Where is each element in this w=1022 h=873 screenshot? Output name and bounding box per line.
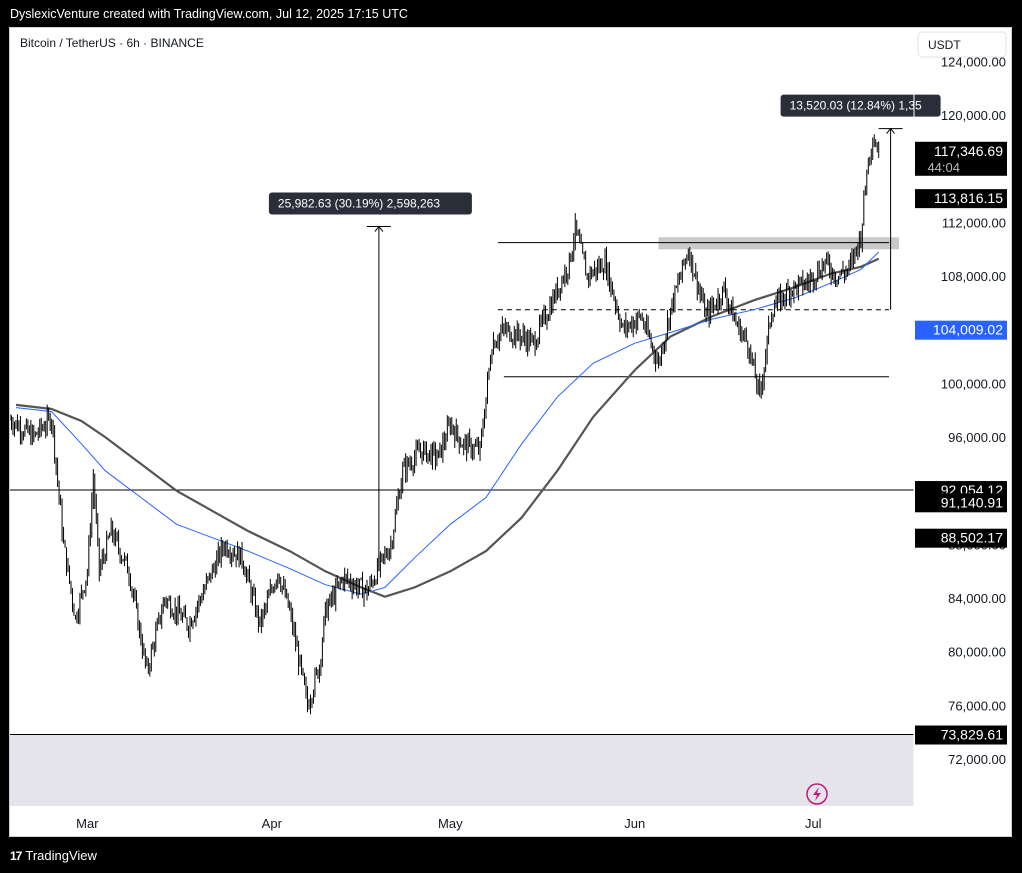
chart-attribution: DyslexicVenture created with TradingView… (10, 7, 408, 21)
ma-fast-line (15, 251, 880, 595)
y-tick-label: 80,000.00 (948, 645, 1006, 660)
measure-box-1 (780, 94, 941, 117)
x-tick-label: Jun (624, 816, 645, 831)
currency-button-label: USDT (928, 38, 961, 52)
y-tick-label: 124,000.00 (941, 55, 1006, 70)
symbol-title: Bitcoin / TetherUS · 6h · BINANCE (20, 36, 204, 50)
y-tick-label: 72,000.00 (948, 752, 1006, 767)
x-tick-label: Apr (262, 816, 283, 831)
price-badge-label: 113,816.15 (934, 190, 1003, 206)
price-badge-level (915, 493, 1007, 513)
y-tick-label: 84,000.00 (948, 591, 1006, 606)
price-badge-label: 73,829.61 (941, 727, 1003, 743)
lower-range-zone (10, 734, 914, 806)
price-badge-countdown: 44:04 (927, 160, 960, 175)
lightning-icon (806, 783, 828, 805)
y-tick-label: 76,000.00 (948, 698, 1006, 713)
price-badge-level (915, 725, 1007, 745)
price-chart[interactable]: 25,982.63 (30.19%) 2,598,263 13,520.03 (1… (10, 28, 1013, 838)
price-badge-ma (915, 320, 1007, 340)
chart-frame: 25,982.63 (30.19%) 2,598,263 13,520.03 (1… (9, 27, 1012, 837)
footer: 17 TradingView (10, 848, 97, 863)
measure-box-0 (268, 192, 472, 215)
x-tick-label: Mar (76, 816, 99, 831)
currency-button[interactable] (917, 31, 1007, 58)
measure-label-1: 13,520.03 (12.84%) 1,35 (790, 99, 922, 113)
price-badge-label: 104,009.02 (933, 322, 1003, 338)
price-badge-label: 91,140.91 (941, 494, 1003, 510)
y-tick-label: 108,000.00 (941, 269, 1006, 284)
x-tick-label: May (438, 816, 463, 831)
price-badge-level (915, 189, 1007, 209)
y-tick-label: 96,000.00 (948, 430, 1006, 445)
y-tick-label: 120,000.00 (941, 108, 1006, 123)
y-tick-label: 100,000.00 (941, 376, 1006, 391)
price-badge-label: 117,346.69 (934, 143, 1003, 159)
price-badge-label: 88,502.17 (941, 530, 1003, 546)
price-badge-current (915, 141, 1007, 176)
price-badge-level (915, 528, 1007, 548)
ma-slow-line (15, 257, 880, 598)
supply-zone-zone (658, 237, 899, 250)
y-tick-label: 112,000.00 (942, 216, 1006, 231)
measure-label-0: 25,982.63 (30.19%) 2,598,263 (278, 197, 440, 211)
x-tick-label: Jul (805, 816, 822, 831)
tv-logo-icon: 17 (10, 848, 22, 863)
footer-brand: TradingView (25, 848, 97, 863)
lightning-icon-glyph (813, 787, 821, 801)
